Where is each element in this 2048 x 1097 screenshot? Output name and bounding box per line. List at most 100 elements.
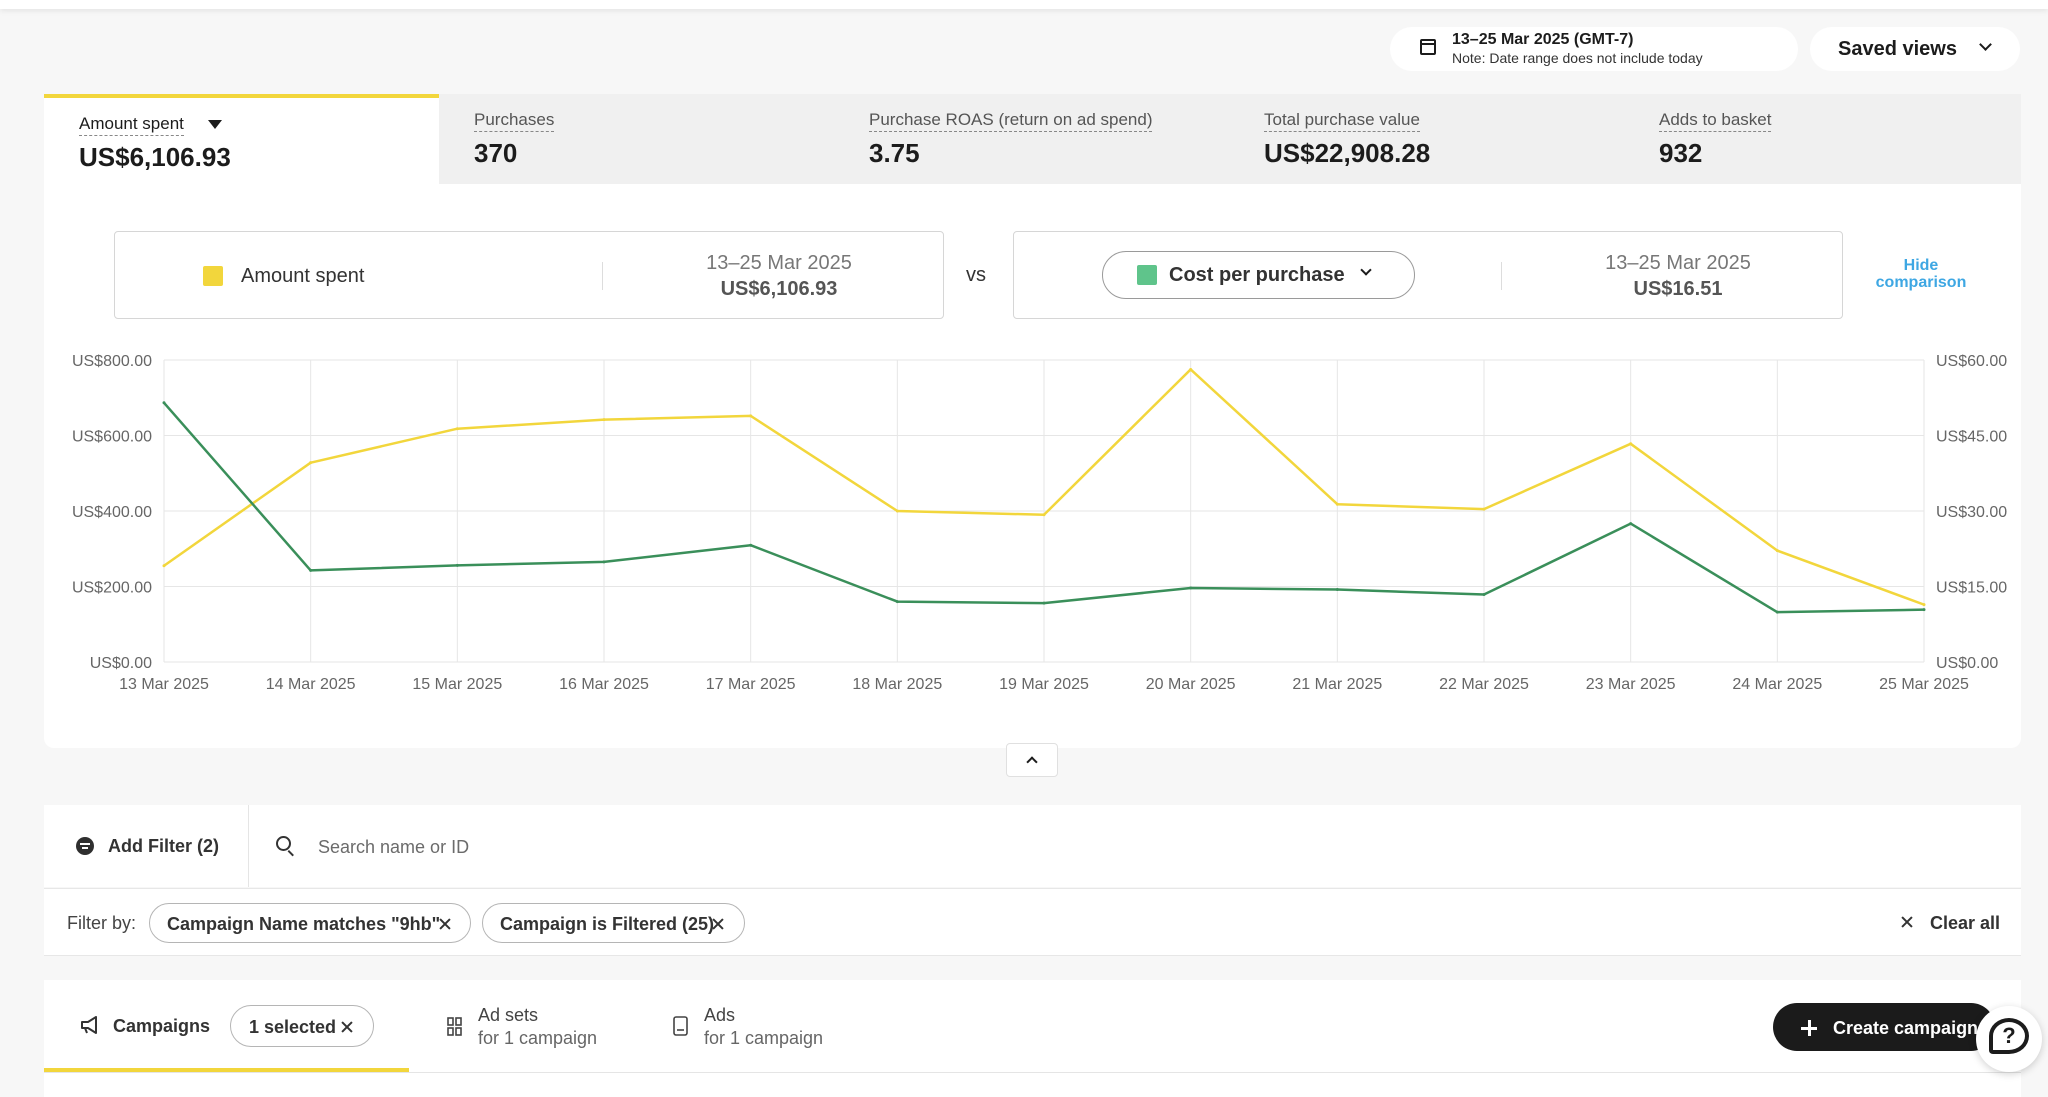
data-point	[749, 414, 753, 418]
caret-down-icon[interactable]	[208, 120, 222, 129]
x-tick-label: 25 Mar 2025	[1879, 676, 1969, 693]
y-right-tick-label: US$0.00	[1936, 655, 1998, 672]
vs-label: vs	[966, 264, 986, 286]
data-point	[1775, 610, 1779, 614]
metric-label: Total purchase value	[1264, 110, 1420, 132]
x-tick-label: 18 Mar 2025	[852, 676, 942, 693]
metric-tab-purchases[interactable]: Purchases 370	[439, 94, 834, 184]
data-point	[1629, 522, 1633, 526]
plus-icon	[1801, 1020, 1817, 1036]
y-left-tick-label: US$600.00	[72, 429, 152, 446]
collapse-chart-button[interactable]	[1006, 743, 1058, 777]
data-point	[1775, 549, 1779, 553]
metric-label: Purchase ROAS (return on ad spend)	[869, 110, 1153, 132]
data-point	[895, 509, 899, 513]
metric-label: Purchases	[474, 110, 555, 132]
close-icon[interactable]	[341, 1021, 353, 1033]
data-point	[1482, 507, 1486, 511]
data-point	[602, 560, 606, 564]
data-point	[1042, 601, 1046, 605]
x-tick-label: 15 Mar 2025	[412, 676, 502, 693]
x-tick-label: 24 Mar 2025	[1732, 676, 1822, 693]
x-tick-label: 23 Mar 2025	[1586, 676, 1676, 693]
amount-spent-swatch	[203, 266, 223, 286]
create-campaign-label: Create campaign	[1833, 1018, 1979, 1038]
x-tick-label: 22 Mar 2025	[1439, 676, 1529, 693]
metric-tab-adds-to-basket[interactable]: Adds to basket 932	[1624, 94, 2021, 184]
x-tick-label: 16 Mar 2025	[559, 676, 649, 693]
filter-by-label: Filter by:	[67, 913, 137, 933]
help-icon: ?	[1989, 1018, 2029, 1054]
close-icon[interactable]	[439, 918, 451, 930]
close-icon[interactable]	[712, 918, 724, 930]
data-point	[455, 563, 459, 567]
metric-value: 932	[1659, 138, 1703, 168]
metrics-panel: Amount spent US$6,106.93 Purchases 370 P…	[44, 94, 2021, 748]
clear-all-button[interactable]: Clear all	[1930, 913, 2001, 933]
filter-icon	[76, 837, 94, 855]
metric-value: US$22,908.28	[1264, 138, 1431, 168]
selected-chip[interactable]: 1 selected	[230, 1005, 374, 1047]
data-point	[1482, 593, 1486, 597]
data-point	[895, 600, 899, 604]
metric-tab-total-purchase-value[interactable]: Total purchase value US$22,908.28	[1229, 94, 1624, 184]
comparison-left-date: 13–25 Mar 2025	[706, 252, 852, 274]
date-range-picker[interactable]: 13–25 Mar 2025 (GMT-7) Note: Date range …	[1390, 27, 1798, 71]
calendar-icon	[1420, 39, 1436, 55]
y-right-tick-label: US$30.00	[1936, 504, 2007, 521]
metric-tab-amount-spent[interactable]: Amount spent US$6,106.93	[44, 94, 439, 184]
data-point	[1335, 502, 1339, 506]
x-tick-label: 21 Mar 2025	[1292, 676, 1382, 693]
tab-ad-sets-sub: for 1 campaign	[478, 1028, 598, 1048]
selected-count: 1 selected	[249, 1017, 337, 1037]
chevron-down-icon	[1979, 38, 1992, 51]
tab-campaigns[interactable]: Campaigns	[113, 1016, 211, 1036]
level-tabs-bar: Campaigns 1 selected Ad sets for 1 campa…	[44, 980, 2021, 1097]
data-point	[1335, 588, 1339, 592]
metric-tab-roas[interactable]: Purchase ROAS (return on ad spend) 3.75	[834, 94, 1229, 184]
search-input[interactable]	[318, 829, 1018, 865]
filter-chip-campaign-name[interactable]: Campaign Name matches "9hb"	[149, 903, 471, 943]
metric-value: US$6,106.93	[79, 142, 231, 172]
data-point	[309, 568, 313, 572]
data-point	[1922, 608, 1926, 612]
comparison-right-value: US$16.51	[1633, 278, 1723, 300]
data-point	[1189, 367, 1193, 371]
y-left-tick-label: US$800.00	[72, 353, 152, 370]
comparison-left-box: Amount spent 13–25 Mar 2025 US$6,106.93	[114, 231, 944, 319]
metric-value: 370	[474, 138, 518, 168]
y-right-tick-label: US$15.00	[1936, 580, 2007, 597]
filter-chip-campaign-filtered[interactable]: Campaign is Filtered (25)	[482, 903, 745, 943]
tab-ads-sub: for 1 campaign	[704, 1028, 824, 1048]
x-tick-label: 20 Mar 2025	[1146, 676, 1236, 693]
tab-ads[interactable]: Ads	[704, 1005, 736, 1025]
close-icon[interactable]	[1901, 916, 1913, 928]
y-left-tick-label: US$400.00	[72, 504, 152, 521]
hide-comparison-link[interactable]: Hide comparison	[1875, 257, 1967, 291]
saved-views-button[interactable]: Saved views	[1810, 27, 2020, 71]
help-button[interactable]: ?	[1976, 1006, 2042, 1072]
y-left-tick-label: US$200.00	[72, 580, 152, 597]
y-right-tick-label: US$60.00	[1936, 353, 2007, 370]
metric-value: 3.75	[869, 138, 920, 168]
ad-sets-icon	[447, 1017, 462, 1036]
ads-icon	[673, 1016, 688, 1036]
top-bar	[0, 0, 2048, 9]
comparison-metric-selector[interactable]: Cost per purchase	[1102, 251, 1415, 299]
data-point	[1922, 603, 1926, 607]
active-filters-row: Filter by: Campaign Name matches "9hb" C…	[44, 888, 2021, 956]
data-point	[1042, 513, 1046, 517]
data-point	[602, 418, 606, 422]
search-icon	[276, 836, 291, 851]
y-left-tick-label: US$0.00	[90, 655, 152, 672]
chevron-down-icon	[1360, 264, 1372, 276]
create-campaign-button[interactable]: Create campaign	[1773, 1003, 1995, 1051]
date-range-label: 13–25 Mar 2025 (GMT-7)	[1452, 31, 1634, 48]
filter-chip-label: Campaign Name matches "9hb"	[167, 914, 441, 934]
add-filter-button[interactable]: Add Filter (2)	[108, 836, 219, 856]
tab-ad-sets[interactable]: Ad sets	[478, 1005, 539, 1025]
chevron-up-icon	[1026, 756, 1038, 768]
comparison-left-metric: Amount spent	[241, 265, 365, 287]
x-tick-label: 19 Mar 2025	[999, 676, 1089, 693]
data-point	[455, 427, 459, 431]
